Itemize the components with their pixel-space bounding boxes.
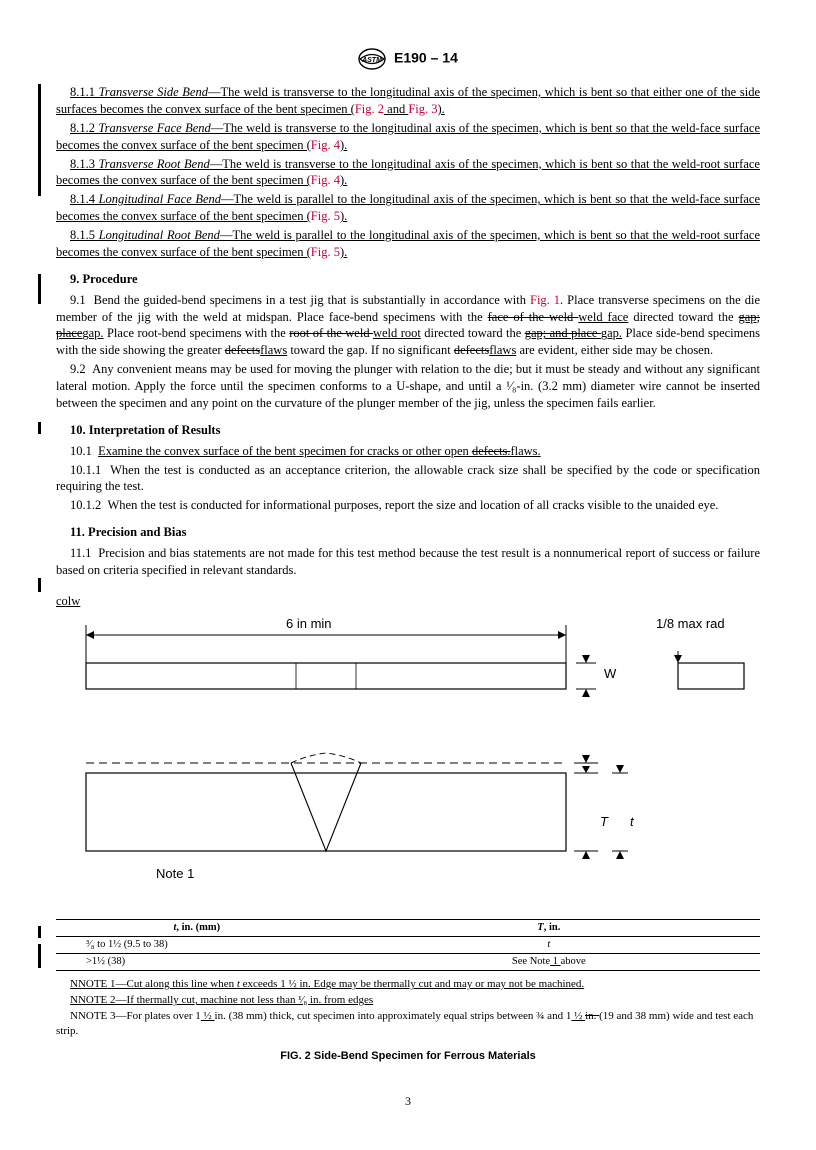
heading-11: 11. Precision and Bias xyxy=(56,524,760,541)
designation: E190 – 14 xyxy=(394,50,458,66)
para-10-1-2: 10.1.2 When the test is conducted for in… xyxy=(56,497,760,514)
para-8-1-3: 8.1.3 Transverse Root Bend—The weld is t… xyxy=(56,156,760,190)
doc-header: ASTM E190 – 14 xyxy=(56,48,760,70)
colw-text: colw xyxy=(56,593,80,610)
figure-notes: NNOTE 1—Cut along this line when t excee… xyxy=(56,977,760,1038)
figure-caption: FIG. 2 Side-Bend Specimen for Ferrous Ma… xyxy=(56,1049,760,1064)
fig4-link[interactable]: Fig. 4 xyxy=(311,173,340,187)
dim-rad: 1/8 max rad xyxy=(656,615,725,633)
fig1-link[interactable]: Fig. 1 xyxy=(530,293,560,307)
dim-T: T xyxy=(600,813,608,831)
heading-10: 10. Interpretation of Results xyxy=(56,422,760,439)
dim-t: t xyxy=(630,813,634,831)
change-bar xyxy=(38,84,41,196)
para-9-1: 9.1 Bend the guided-bend specimens in a … xyxy=(56,292,760,360)
para-8-1-2: 8.1.2 Transverse Face Bend—The weld is t… xyxy=(56,120,760,154)
figure-2-drawing: 6 in min 1/8 max rad W T t Note 1 xyxy=(56,613,760,913)
para-8-1-5: 8.1.5 Longitudinal Root Bend—The weld is… xyxy=(56,227,760,261)
change-bar xyxy=(38,926,41,938)
note1-label: Note 1 xyxy=(156,865,194,883)
para-8-1-1: 8.1.1 Transverse Side Bend—The weld is t… xyxy=(56,84,760,118)
para-8-1-4: 8.1.4 Longitudinal Face Bend—The weld is… xyxy=(56,191,760,225)
para-10-1-1: 10.1.1 When the test is conducted as an … xyxy=(56,462,760,496)
fig3-link[interactable]: Fig. 3 xyxy=(408,102,437,116)
svg-text:ASTM: ASTM xyxy=(361,57,382,64)
fig2-link[interactable]: Fig. 2 xyxy=(355,102,384,116)
fig5-link[interactable]: Fig. 5 xyxy=(311,209,340,223)
astm-logo-icon: ASTM xyxy=(358,48,386,70)
page-number: 3 xyxy=(56,1093,760,1109)
para-9-2: 9.2 Any convenient means may be used for… xyxy=(56,361,760,412)
table-row: >1½ (38) xyxy=(56,954,338,971)
para-10-1: 10.1 Examine the convex surface of the b… xyxy=(56,443,760,460)
dim-W: W xyxy=(604,665,616,683)
heading-9: 9. Procedure xyxy=(56,271,760,288)
para-11-1: 11.1 Precision and bias statements are n… xyxy=(56,545,760,579)
change-bar xyxy=(38,578,41,592)
fig4-link[interactable]: Fig. 4 xyxy=(311,138,340,152)
change-bar xyxy=(38,274,41,304)
table-row: ³⁄₈ to 1½ (9.5 to 38) xyxy=(56,936,338,953)
dimension-table: t, in. (mm) T, in. ³⁄₈ to 1½ (9.5 to 38)… xyxy=(56,919,760,972)
change-bar xyxy=(38,944,41,968)
dim-6in: 6 in min xyxy=(286,615,332,633)
change-bar xyxy=(38,422,41,434)
fig5-link[interactable]: Fig. 5 xyxy=(311,245,340,259)
